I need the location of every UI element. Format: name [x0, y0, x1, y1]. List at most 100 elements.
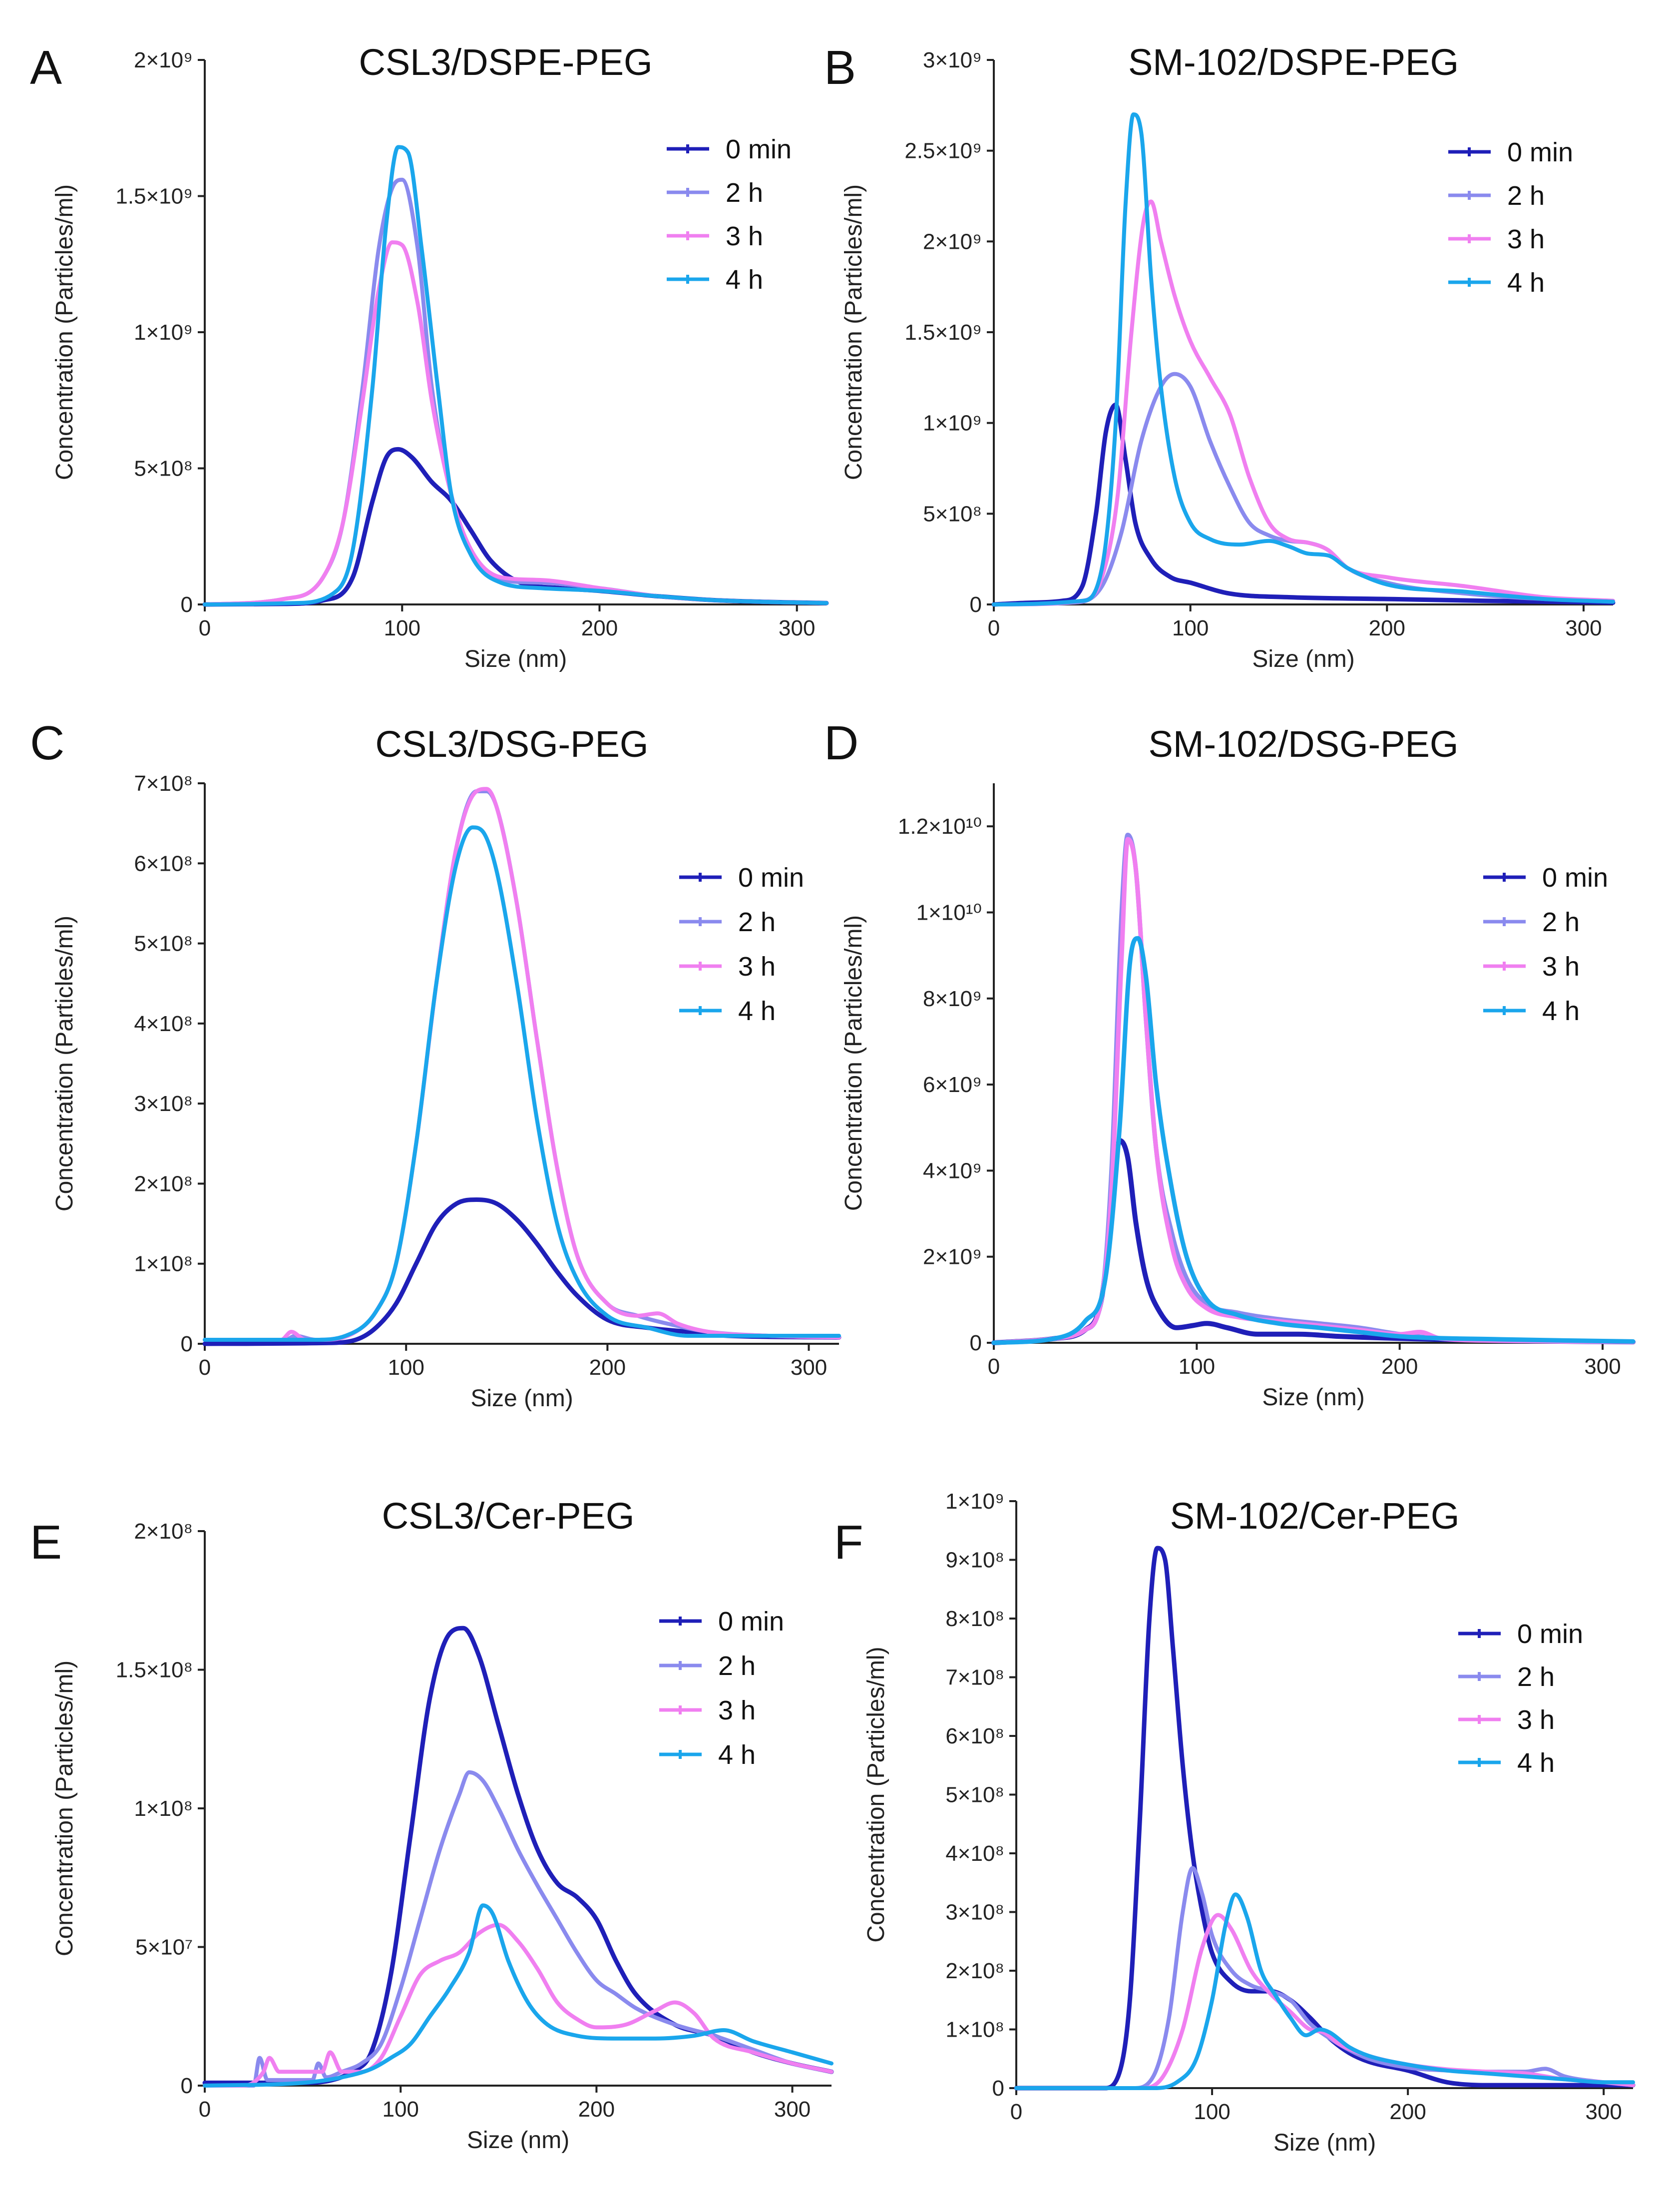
y-axis-label-d: Concentration (Particles/ml)	[840, 915, 867, 1211]
panel-letter-e: E	[30, 1516, 62, 1569]
y-tick-label-e-0: 0	[181, 2074, 193, 2098]
y-tick-label-e-4: 2×10⁸	[134, 1519, 193, 1544]
y-tick-label-c-1: 1×10⁸	[134, 1252, 193, 1276]
legend-label-b-2-h: 2 h	[1507, 181, 1545, 211]
x-tick-label-e-2: 200	[578, 2097, 615, 2122]
panel-b: B SM-102/DSPE-PEG 0 5×10⁸ 1×10⁹ 1.5×10⁹ 2×10⁹ 2…	[824, 41, 1616, 672]
y-tick-label-b-0: 0	[970, 592, 982, 617]
y-tick-label-b-2: 1×10⁹	[923, 411, 982, 436]
y-tick-label-d-3: 6×10⁹	[923, 1073, 982, 1097]
x-axis-label-e: Size (nm)	[467, 2127, 569, 2154]
y-tick-label-c-4: 4×10⁸	[134, 1012, 193, 1036]
panel-c: C CSL3/DSG-PEG 0 1×10⁸ 2×10⁸ 3×10⁸ 4×10⁸ 5×10⁸ 6…	[30, 716, 841, 1412]
series-line-a-3-h	[203, 240, 829, 606]
y-tick-label-f-10: 1×10⁹	[945, 1489, 1004, 1514]
legend-label-c-3-h: 3 h	[738, 952, 776, 982]
y-tick-label-c-7: 7×10⁸	[134, 771, 193, 796]
legend-label-c-4-h: 4 h	[738, 996, 776, 1026]
y-tick-label-f-4: 4×10⁸	[945, 1841, 1004, 1866]
legend-label-e-0-min: 0 min	[718, 1607, 784, 1637]
x-tick-label-b-3: 300	[1565, 616, 1602, 640]
chart-title-a: CSL3/DSPE-PEG	[359, 41, 652, 83]
y-tick-label-d-6: 1.2×10¹⁰	[898, 814, 982, 839]
y-tick-label-b-4: 2×10⁹	[923, 229, 982, 254]
legend-label-d-4-h: 4 h	[1542, 996, 1580, 1026]
x-axis-label-c: Size (nm)	[470, 1385, 573, 1412]
x-tick-label-b-2: 200	[1369, 616, 1405, 640]
series-line-b-4-h	[992, 112, 1615, 606]
x-tick-label-d-3: 300	[1584, 1354, 1621, 1379]
legend-label-b-0-min: 0 min	[1507, 137, 1573, 167]
panel-f: F SM-102/Cer-PEG 0 1×10⁸ 2×10⁸ 3×10⁸ 4×10⁸ 5×10…	[834, 1489, 1636, 2156]
legend-label-b-4-h: 4 h	[1507, 268, 1545, 298]
series-line-f-2-h	[1014, 1866, 1635, 2090]
y-tick-label-c-6: 6×10⁸	[134, 851, 193, 876]
legend-label-e-2-h: 2 h	[718, 1651, 756, 1681]
legend-label-b-3-h: 3 h	[1507, 224, 1545, 254]
y-tick-label-a-2: 1×10⁹	[134, 320, 193, 345]
x-tick-label-f-2: 200	[1389, 2100, 1426, 2124]
y-tick-label-b-6: 3×10⁹	[923, 48, 982, 72]
y-tick-label-d-4: 8×10⁹	[923, 987, 982, 1011]
legend-label-d-0-min: 0 min	[1542, 863, 1608, 893]
x-tick-label-e-0: 0	[199, 2097, 211, 2122]
y-tick-label-e-2: 1×10⁸	[134, 1796, 193, 1821]
x-tick-label-a-1: 100	[384, 616, 420, 640]
chart-title-e: CSL3/Cer-PEG	[382, 1495, 635, 1537]
x-tick-label-a-0: 0	[199, 616, 211, 640]
chart-title-d: SM-102/DSG-PEG	[1149, 723, 1459, 765]
series-line-d-3-h	[991, 837, 1636, 1345]
legend-label-f-2-h: 2 h	[1517, 1662, 1555, 1692]
legend-label-d-3-h: 3 h	[1542, 952, 1580, 982]
y-tick-label-d-2: 4×10⁹	[923, 1158, 982, 1183]
legend-label-f-4-h: 4 h	[1517, 1748, 1555, 1778]
series-line-f-3-h	[1014, 1913, 1635, 2090]
y-tick-label-a-1: 5×10⁸	[134, 457, 193, 481]
series-line-c-0-min	[202, 1197, 841, 1346]
x-tick-label-a-3: 300	[779, 616, 815, 640]
x-tick-label-a-2: 200	[581, 616, 618, 640]
y-tick-label-e-1: 5×10⁷	[135, 1935, 193, 1960]
y-axis-label-a: Concentration (Particles/ml)	[51, 184, 78, 480]
x-axis-label-f: Size (nm)	[1273, 2130, 1376, 2156]
x-tick-label-c-2: 200	[589, 1355, 626, 1380]
y-tick-label-f-3: 3×10⁸	[945, 1900, 1004, 1925]
y-tick-label-c-3: 3×10⁸	[134, 1092, 193, 1116]
y-axis-label-f: Concentration (Particles/ml)	[863, 1647, 889, 1942]
y-tick-label-b-1: 5×10⁸	[923, 502, 982, 526]
series-line-e-3-h	[203, 1923, 834, 2088]
y-tick-label-f-5: 5×10⁸	[945, 1783, 1004, 1807]
panel-letter-b: B	[824, 41, 856, 94]
x-tick-label-d-1: 100	[1179, 1354, 1215, 1379]
panel-letter-a: A	[30, 41, 62, 94]
legend-label-a-4-h: 4 h	[726, 265, 763, 295]
y-axis-label-b: Concentration (Particles/ml)	[840, 184, 867, 480]
y-tick-label-b-3: 1.5×10⁹	[904, 320, 982, 345]
series-line-a-4-h	[203, 145, 829, 606]
series-line-d-2-h	[991, 832, 1636, 1345]
x-axis-label-a: Size (nm)	[464, 646, 567, 672]
x-tick-label-c-1: 100	[388, 1355, 424, 1380]
y-tick-label-c-5: 5×10⁸	[134, 932, 193, 956]
panel-d: D SM-102/DSG-PEG 0 2×10⁹ 4×10⁹ 6×10⁹ 8×10⁹ 1×10…	[824, 716, 1636, 1411]
y-tick-label-d-0: 0	[970, 1331, 982, 1355]
series-line-f-4-h	[1014, 1892, 1635, 2090]
panel-letter-f: F	[834, 1516, 863, 1569]
x-tick-label-f-0: 0	[1010, 2100, 1022, 2124]
legend-label-a-0-min: 0 min	[726, 134, 792, 164]
y-tick-label-e-3: 1.5×10⁸	[116, 1658, 193, 1682]
x-tick-label-d-0: 0	[988, 1354, 1000, 1379]
x-tick-label-f-1: 100	[1194, 2100, 1230, 2124]
x-tick-label-c-3: 300	[791, 1355, 827, 1380]
y-tick-label-f-9: 9×10⁸	[945, 1548, 1004, 1573]
legend-label-c-0-min: 0 min	[738, 863, 804, 893]
y-tick-label-c-0: 0	[181, 1332, 193, 1356]
x-axis-label-d: Size (nm)	[1262, 1384, 1364, 1411]
x-tick-label-d-2: 200	[1381, 1354, 1418, 1379]
x-tick-label-e-3: 300	[774, 2097, 811, 2122]
series-line-d-4-h	[991, 936, 1636, 1345]
x-tick-label-f-3: 300	[1585, 2100, 1622, 2124]
panel-a: A CSL3/DSPE-PEG 0 5×10⁸ 1×10⁹ 1.5×10⁹ 2×10⁹ 0 10…	[30, 41, 829, 672]
series-line-e-4-h	[203, 1903, 834, 2088]
